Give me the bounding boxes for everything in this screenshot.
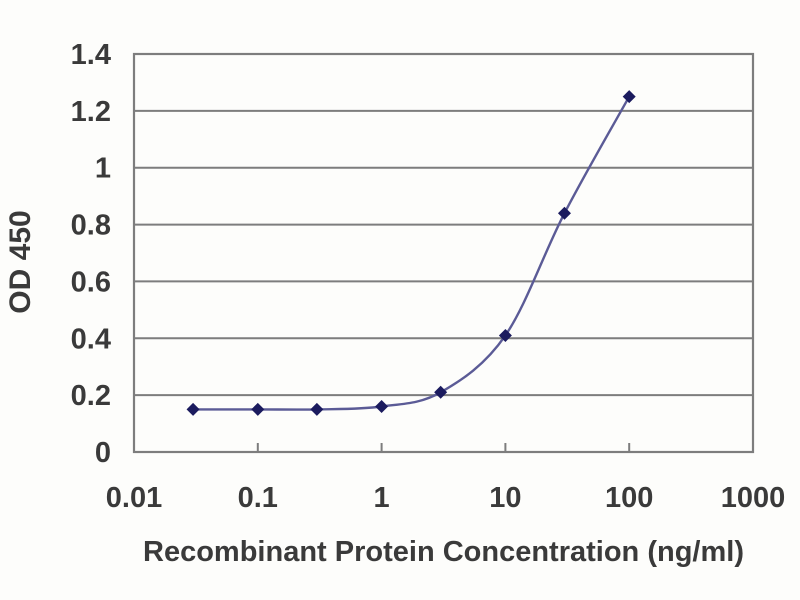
y-tick-label: 0.2 (71, 380, 111, 412)
x-tick-label: 0.01 (106, 482, 162, 514)
x-tick-label: 1000 (721, 482, 786, 514)
y-axis-title: OD 450 (4, 210, 37, 313)
y-tick-label: 1.4 (71, 39, 111, 71)
data-point-marker (434, 385, 448, 399)
y-tick-label: 1 (95, 153, 111, 185)
data-point-marker (557, 206, 571, 220)
data-point-marker (186, 402, 200, 416)
y-tick-label: 1.2 (71, 96, 111, 128)
data-point-marker (375, 400, 389, 414)
x-axis-title: Recombinant Protein Concentration (ng/ml… (143, 536, 744, 568)
data-point-marker (498, 328, 512, 342)
data-point-marker (622, 90, 636, 104)
data-point-marker (310, 402, 324, 416)
x-tick-label: 1 (374, 482, 390, 514)
data-line (193, 96, 631, 411)
x-tick-label: 0.1 (238, 482, 278, 514)
y-tick-label: 0.4 (71, 323, 111, 355)
data-point-marker (251, 402, 265, 416)
y-tick-label: 0 (95, 437, 111, 469)
y-tick-label: 0.8 (71, 210, 111, 242)
x-tick-label: 100 (605, 482, 653, 514)
x-tick-label: 10 (489, 482, 521, 514)
plot-border (132, 52, 755, 454)
y-tick-label: 0.6 (71, 266, 111, 298)
